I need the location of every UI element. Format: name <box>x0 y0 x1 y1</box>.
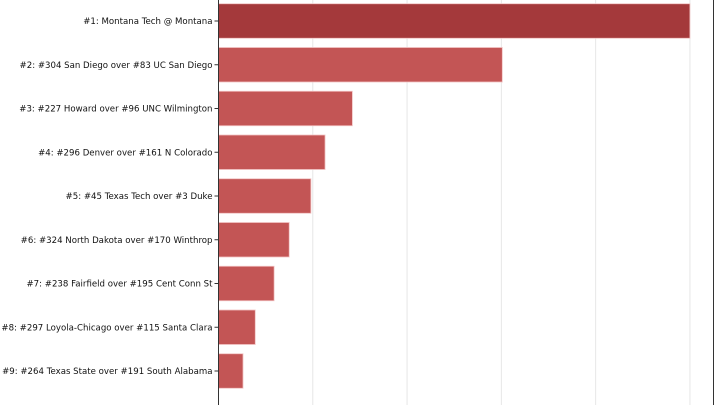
bar <box>218 3 691 39</box>
bar <box>218 353 244 389</box>
category-label: #6: #324 North Dakota over #170 Winthrop <box>21 236 213 246</box>
bar <box>218 222 290 258</box>
category-label: #9: #264 Texas State over #191 South Ala… <box>2 367 212 377</box>
category-labels: #1: Montana Tech @ Montana #2: #304 San D… <box>1 17 219 377</box>
bar <box>218 90 353 127</box>
category-label: #7: #238 Fairfield over #195 Cent Conn S… <box>26 280 213 290</box>
bar <box>218 134 326 170</box>
bar <box>218 309 256 345</box>
bars <box>218 3 691 389</box>
category-label: #4: #296 Denver over #161 N Colorado <box>38 148 212 158</box>
category-label: #8: #297 Loyola-Chicago over #115 Santa … <box>1 323 212 333</box>
bar <box>218 265 275 302</box>
category-label: #5: #45 Texas Tech over #3 Duke <box>66 192 213 202</box>
bar <box>218 178 312 214</box>
category-label: #1: Montana Tech @ Montana <box>83 17 212 27</box>
category-label: #3: #227 Howard over #96 UNC Wilmington <box>19 105 212 115</box>
category-label: #2: #304 San Diego over #83 UC San Diego <box>20 61 213 71</box>
bar <box>218 47 503 83</box>
